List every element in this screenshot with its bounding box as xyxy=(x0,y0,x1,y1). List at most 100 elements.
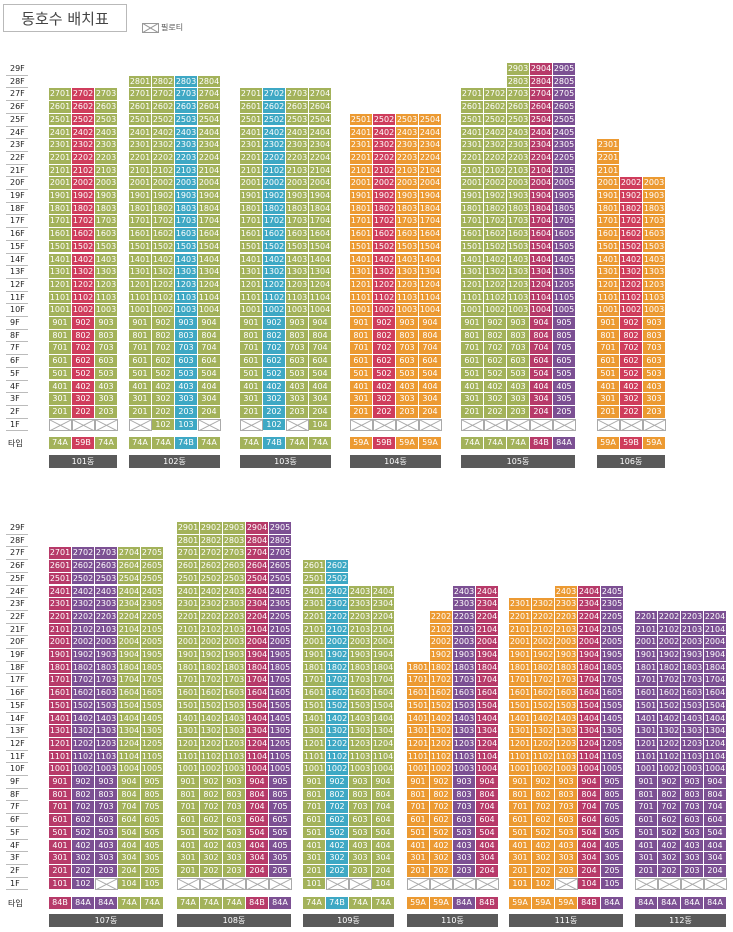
unit-cell[interactable]: 1804 xyxy=(118,661,141,675)
unit-cell[interactable]: 603 xyxy=(349,814,372,827)
unit-cell[interactable]: 1402 xyxy=(620,253,643,267)
unit-cell[interactable]: 1401 xyxy=(407,712,430,726)
unit-cell[interactable]: 1902 xyxy=(373,190,396,203)
unit-cell[interactable]: 2405 xyxy=(141,585,164,599)
unit-cell[interactable]: 1801 xyxy=(49,661,72,675)
unit-cell[interactable]: 2803 xyxy=(507,75,530,89)
unit-cell[interactable]: 2101 xyxy=(49,623,72,637)
unit-cell[interactable]: 2704 xyxy=(530,88,553,102)
unit-cell[interactable]: 1104 xyxy=(578,750,601,764)
unit-cell[interactable]: 2104 xyxy=(704,623,727,637)
unit-cell[interactable]: 1504 xyxy=(309,240,332,254)
unit-cell[interactable]: 1203 xyxy=(95,737,118,751)
unit-cell[interactable]: 2804 xyxy=(246,534,269,548)
unit-cell[interactable]: 303 xyxy=(555,852,578,865)
unit-cell[interactable]: 602 xyxy=(484,355,507,368)
unit-cell[interactable]: 2004 xyxy=(704,636,727,649)
unit-cell[interactable]: 2002 xyxy=(484,177,507,190)
unit-cell[interactable]: 2302 xyxy=(72,139,95,152)
unit-cell[interactable]: 401 xyxy=(635,839,658,853)
unit-cell[interactable]: 203 xyxy=(95,864,118,878)
unit-cell[interactable]: 702 xyxy=(532,801,555,815)
unit-cell[interactable]: 2104 xyxy=(372,623,395,637)
unit-cell[interactable]: 1803 xyxy=(223,661,246,675)
unit-cell[interactable]: 701 xyxy=(303,801,326,815)
unit-cell[interactable]: 2003 xyxy=(95,177,118,190)
unit-cell[interactable]: 2602 xyxy=(484,101,507,114)
unit-cell[interactable]: 1703 xyxy=(95,215,118,229)
unit-cell[interactable]: 902 xyxy=(200,776,223,789)
unit-cell[interactable]: 1702 xyxy=(620,215,643,229)
unit-cell[interactable]: 1903 xyxy=(453,649,476,662)
unit-cell[interactable]: 2601 xyxy=(303,560,326,573)
unit-cell[interactable]: 503 xyxy=(175,367,198,381)
unit-cell[interactable]: 405 xyxy=(601,839,624,853)
unit-cell[interactable]: 2001 xyxy=(49,636,72,649)
unit-cell[interactable]: 801 xyxy=(461,329,484,343)
unit-cell[interactable]: 2102 xyxy=(484,164,507,178)
unit-cell[interactable]: 303 xyxy=(349,852,372,865)
unit-cell[interactable]: 1402 xyxy=(430,712,453,726)
unit-cell[interactable]: 401 xyxy=(49,380,72,394)
unit-cell[interactable]: 602 xyxy=(620,355,643,368)
unit-cell[interactable]: 103 xyxy=(175,418,198,432)
unit-cell[interactable]: 1004 xyxy=(118,763,141,776)
unit-cell[interactable]: 1802 xyxy=(484,202,507,216)
unit-cell[interactable]: 604 xyxy=(372,814,395,827)
unit-cell[interactable]: 1701 xyxy=(49,674,72,688)
unit-cell[interactable]: 404 xyxy=(309,380,332,394)
unit-cell[interactable]: 1501 xyxy=(407,699,430,713)
unit-cell[interactable]: 1404 xyxy=(476,712,499,726)
unit-cell[interactable]: 1504 xyxy=(118,699,141,713)
unit-cell[interactable]: 2004 xyxy=(309,177,332,190)
unit-cell[interactable]: 604 xyxy=(476,814,499,827)
unit-cell[interactable]: 1002 xyxy=(658,763,681,776)
unit-cell[interactable]: 602 xyxy=(72,814,95,827)
unit-cell[interactable]: 1104 xyxy=(246,750,269,764)
unit-cell[interactable]: 1402 xyxy=(152,253,175,267)
unit-cell[interactable]: 801 xyxy=(509,788,532,802)
unit-cell[interactable]: 805 xyxy=(269,788,292,802)
unit-cell[interactable]: 1003 xyxy=(453,763,476,776)
unit-cell[interactable]: 2404 xyxy=(198,126,221,140)
unit-cell[interactable]: 201 xyxy=(303,864,326,878)
unit-cell[interactable]: 602 xyxy=(326,814,349,827)
unit-cell[interactable]: 2701 xyxy=(49,88,72,102)
unit-cell[interactable]: 2503 xyxy=(286,113,309,127)
unit-cell[interactable]: 2202 xyxy=(484,151,507,165)
unit-cell[interactable]: 1903 xyxy=(643,190,666,203)
unit-cell[interactable]: 1102 xyxy=(263,291,286,305)
unit-cell[interactable]: 1402 xyxy=(326,712,349,726)
unit-cell[interactable]: 1805 xyxy=(601,661,624,675)
unit-cell[interactable]: 1603 xyxy=(555,687,578,700)
unit-cell[interactable]: 1003 xyxy=(286,304,309,317)
unit-cell[interactable]: 1202 xyxy=(72,737,95,751)
unit-cell[interactable]: 1102 xyxy=(658,750,681,764)
unit-cell[interactable]: 201 xyxy=(509,864,532,878)
unit-cell[interactable]: 602 xyxy=(72,355,95,368)
unit-cell[interactable]: 1204 xyxy=(198,278,221,292)
unit-cell[interactable]: 2202 xyxy=(326,610,349,624)
unit-cell[interactable]: 2505 xyxy=(141,572,164,586)
unit-cell[interactable]: 2103 xyxy=(555,623,578,637)
unit-cell[interactable]: 804 xyxy=(372,788,395,802)
unit-cell[interactable]: 801 xyxy=(597,329,620,343)
unit-cell[interactable]: 1203 xyxy=(175,278,198,292)
unit-cell[interactable]: 2701 xyxy=(49,547,72,561)
unit-cell[interactable]: 1001 xyxy=(129,304,152,317)
unit-cell[interactable]: 501 xyxy=(49,367,72,381)
unit-cell[interactable]: 2703 xyxy=(95,547,118,561)
unit-cell[interactable]: 1104 xyxy=(372,750,395,764)
unit-cell[interactable]: 1403 xyxy=(286,253,309,267)
unit-cell[interactable]: 2701 xyxy=(177,547,200,561)
unit-cell[interactable]: 1704 xyxy=(198,215,221,229)
unit-cell[interactable]: 202 xyxy=(72,405,95,419)
unit-cell[interactable]: 1802 xyxy=(263,202,286,216)
unit-cell[interactable]: 703 xyxy=(681,801,704,815)
unit-cell[interactable]: 802 xyxy=(200,788,223,802)
unit-cell[interactable]: 102 xyxy=(152,418,175,432)
unit-cell[interactable]: 2101 xyxy=(303,623,326,637)
unit-cell[interactable]: 1201 xyxy=(49,278,72,292)
unit-cell[interactable]: 2301 xyxy=(177,598,200,611)
unit-cell[interactable]: 1801 xyxy=(350,202,373,216)
